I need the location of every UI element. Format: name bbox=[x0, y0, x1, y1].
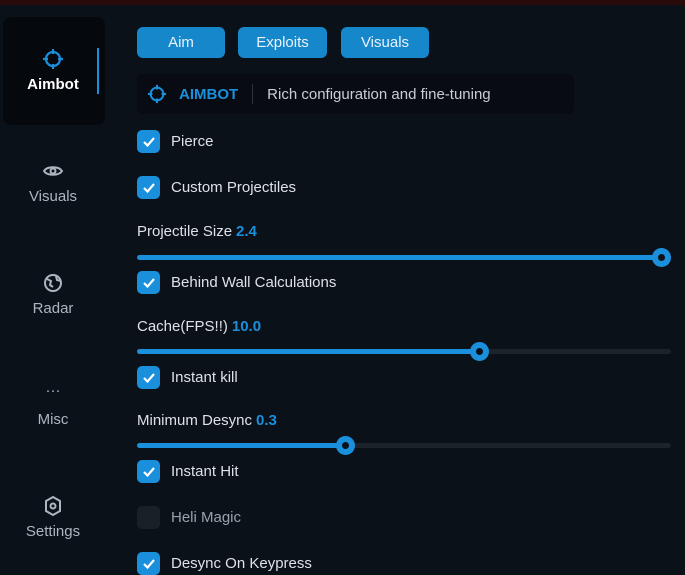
slider-thumb[interactable] bbox=[336, 436, 356, 455]
checkbox-desync-keypress[interactable]: Desync On Keypress bbox=[137, 552, 312, 575]
section-header: AIMBOT Rich configuration and fine-tunin… bbox=[137, 74, 574, 114]
sidebar-item-radar[interactable]: Radar bbox=[0, 272, 106, 317]
slider-label: Projectile Size bbox=[137, 223, 233, 240]
checkbox-instant-kill[interactable]: Instant kill bbox=[137, 366, 238, 389]
checkbox-label: Pierce bbox=[171, 133, 214, 150]
slider-label-min-desync: Minimum Desync 0.3 bbox=[137, 412, 277, 429]
checkbox-box[interactable] bbox=[137, 130, 160, 153]
checkbox-box[interactable] bbox=[137, 176, 160, 199]
slider-min-desync[interactable] bbox=[137, 436, 671, 455]
checkbox-label: Instant kill bbox=[171, 369, 238, 386]
check-icon bbox=[142, 181, 156, 195]
section-description: Rich configuration and fine-tuning bbox=[267, 85, 491, 103]
section-title: AIMBOT bbox=[179, 85, 239, 103]
sidebar-item-label: Visuals bbox=[28, 188, 78, 205]
checkbox-box[interactable] bbox=[137, 460, 160, 483]
sidebar-item-label: Misc bbox=[37, 411, 69, 428]
checkbox-heli-magic[interactable]: Heli Magic bbox=[137, 506, 241, 529]
check-icon bbox=[142, 371, 156, 385]
check-icon bbox=[142, 135, 156, 149]
crosshair-icon bbox=[0, 48, 106, 70]
sidebar-item-misc[interactable]: ··· Misc bbox=[0, 382, 106, 429]
title-bar bbox=[0, 0, 685, 5]
checkbox-pierce[interactable]: Pierce bbox=[137, 130, 214, 153]
sidebar-active-indicator bbox=[97, 48, 99, 94]
eye-icon bbox=[0, 160, 106, 182]
checkbox-box[interactable] bbox=[137, 506, 160, 529]
sidebar-item-label: Settings bbox=[25, 523, 81, 540]
sidebar-active-bg bbox=[3, 17, 105, 125]
slider-label: Minimum Desync bbox=[137, 412, 253, 429]
divider bbox=[252, 84, 254, 104]
checkbox-label: Custom Projectiles bbox=[171, 179, 297, 196]
sidebar-item-label: Radar bbox=[32, 300, 74, 317]
check-icon bbox=[142, 276, 156, 290]
slider-thumb[interactable] bbox=[469, 342, 489, 361]
gear-icon bbox=[0, 495, 106, 517]
crosshair-icon bbox=[147, 84, 167, 104]
slider-fill bbox=[137, 349, 479, 354]
checkbox-label: Instant Hit bbox=[171, 463, 239, 480]
checkbox-custom-projectiles[interactable]: Custom Projectiles bbox=[137, 176, 296, 199]
slider-label-cache: Cache(FPS!!) 10.0 bbox=[137, 318, 261, 335]
sidebar-item-settings[interactable]: Settings bbox=[0, 495, 106, 540]
sidebar-item-label: Aimbot bbox=[27, 76, 79, 93]
checkbox-behind-wall[interactable]: Behind Wall Calculations bbox=[137, 271, 336, 294]
check-icon bbox=[142, 465, 156, 479]
slider-label-projectile-size: Projectile Size 2.4 bbox=[137, 223, 257, 240]
slider-value: 10.0 bbox=[231, 318, 262, 335]
sidebar-item-visuals[interactable]: Visuals bbox=[0, 160, 106, 205]
tab-aim[interactable]: Aim bbox=[137, 27, 225, 58]
slider-value: 2.4 bbox=[236, 223, 257, 240]
slider-label: Cache(FPS!!) bbox=[137, 318, 228, 335]
checkbox-instant-hit[interactable]: Instant Hit bbox=[137, 460, 239, 483]
slider-fill bbox=[137, 443, 346, 448]
ellipsis-icon: ··· bbox=[45, 382, 61, 399]
slider-projectile-size[interactable] bbox=[137, 248, 672, 267]
checkbox-box[interactable] bbox=[137, 552, 160, 575]
checkbox-label: Desync On Keypress bbox=[171, 555, 312, 572]
slider-value: 0.3 bbox=[256, 412, 277, 429]
slider-thumb[interactable] bbox=[652, 248, 672, 267]
checkbox-box[interactable] bbox=[137, 271, 160, 294]
checkbox-box[interactable] bbox=[137, 366, 160, 389]
slider-cache[interactable] bbox=[137, 342, 671, 361]
checkbox-label: Behind Wall Calculations bbox=[171, 274, 337, 291]
globe-icon bbox=[0, 272, 106, 294]
tab-visuals[interactable]: Visuals bbox=[341, 27, 429, 58]
check-icon bbox=[142, 557, 156, 571]
sidebar-item-aimbot[interactable]: Aimbot bbox=[0, 48, 106, 93]
tab-exploits[interactable]: Exploits bbox=[238, 27, 327, 58]
slider-fill bbox=[137, 255, 671, 260]
checkbox-label: Heli Magic bbox=[171, 509, 242, 526]
